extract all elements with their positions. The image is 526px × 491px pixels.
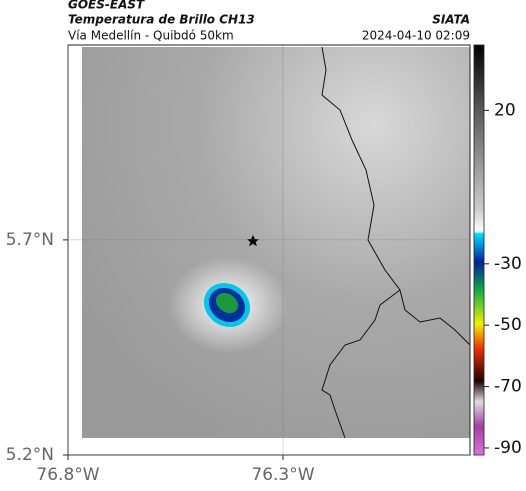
colorbar (473, 44, 485, 456)
y-tick-label: 5.7°N (6, 230, 54, 250)
colorbar-tick-label: -70 (494, 377, 522, 397)
colorbar-tick-label: 20 (494, 100, 516, 120)
imagery (82, 47, 470, 438)
cloud-center (215, 292, 239, 314)
y-tick-label: 5.2°N (6, 445, 54, 465)
source: SIATA (432, 13, 470, 27)
colorbar-tick-label: -30 (494, 254, 522, 274)
product: Temperatura de Brillo CH13 (68, 13, 255, 27)
region: Vía Medellín - Quibdó 50km (68, 29, 234, 43)
datetime: 2024-04-10 02:09 (362, 29, 470, 43)
map (67, 44, 471, 456)
satellite: GOES-EAST (68, 0, 145, 12)
x-tick-label: 76.8°W (36, 465, 99, 485)
location-star (246, 235, 259, 247)
x-tick-label: 76.3°W (251, 465, 314, 485)
colorbar-tick-label: -90 (494, 438, 522, 458)
colorbar-tick-label: -50 (494, 315, 522, 335)
